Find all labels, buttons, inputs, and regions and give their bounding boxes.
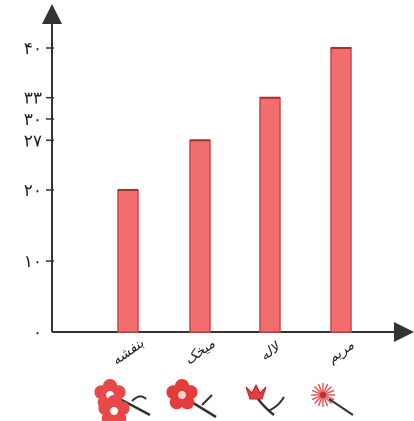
y-tick-label: ۲۰ <box>24 181 42 201</box>
y-tick-label: ۳۳ <box>24 89 42 109</box>
bar <box>117 189 139 333</box>
daisy-icon <box>311 383 354 416</box>
tulip-icon <box>245 383 285 416</box>
flower-2-icon <box>166 379 217 419</box>
x-tick-label: لاله <box>257 339 284 365</box>
bars <box>117 47 352 333</box>
x-tick-label: مریم <box>325 337 358 367</box>
bar <box>189 139 211 333</box>
bar <box>330 47 352 333</box>
y-tick-label: ۳۰ <box>24 110 42 130</box>
y-tick-label: ۰ <box>33 323 42 343</box>
category-icons <box>94 379 354 421</box>
flower-1-icon <box>94 379 151 421</box>
y-tick-label: ۲۷ <box>24 131 42 151</box>
x-tick-label: بنفشه <box>109 335 147 368</box>
y-tick-label: ۴۰ <box>24 39 42 59</box>
y-tick-label: ۱۰ <box>24 252 42 272</box>
category-labels: بنفشه میخک لاله مریم <box>109 335 358 368</box>
bar <box>259 96 281 333</box>
x-tick-label: میخک <box>182 336 219 368</box>
